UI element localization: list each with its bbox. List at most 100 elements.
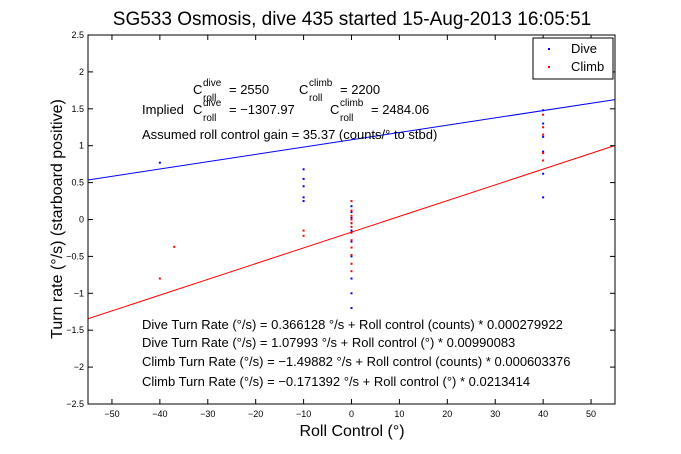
implied-label: Implied <box>142 102 184 117</box>
implied-dive-sub: roll <box>203 113 216 124</box>
x-tick-label-7: 20 <box>442 409 452 419</box>
dive-point-11 <box>350 240 353 243</box>
y-tick-label-10: −2.5 <box>66 399 84 409</box>
climb-point-4 <box>350 200 353 203</box>
dive-point-10 <box>350 229 353 232</box>
annotation-c-roll-dive: C dive roll = 2550 <box>193 78 269 104</box>
dive-point-6 <box>350 205 353 208</box>
annotation-c-roll-climb: C climb roll = 2200 <box>299 78 380 104</box>
dive-point-1 <box>302 168 305 171</box>
climb-point-1 <box>173 245 176 248</box>
y-tick-label-1: 2 <box>79 67 84 77</box>
x-axis-label: Roll Control (°) <box>299 423 404 440</box>
dive-point-17 <box>542 122 545 125</box>
equation-dive-counts: Dive Turn Rate (°/s) = 0.366128 °/s + Ro… <box>142 317 563 332</box>
dive-fit-line <box>87 99 616 181</box>
climb-point-10 <box>350 231 353 234</box>
x-tick-label-10: 50 <box>586 409 596 419</box>
y-tick-label-5: 0 <box>79 215 84 225</box>
plot-frame <box>87 34 616 405</box>
legend-marker-climb <box>548 66 550 68</box>
implied-climb-base: C <box>330 102 339 117</box>
x-tick-label-8: 30 <box>490 409 500 419</box>
dive-point-5 <box>302 200 305 203</box>
dive-point-8 <box>350 217 353 220</box>
climb-point-15 <box>350 270 353 273</box>
climb-point-5 <box>350 209 353 212</box>
y-tick-label-7: −1 <box>74 288 84 298</box>
implied-climb-sub: roll <box>340 113 353 124</box>
c-roll-dive-base: C <box>193 82 202 97</box>
c-roll-dive-sup: dive <box>203 78 222 89</box>
legend-label-climb: Climb <box>571 59 604 74</box>
climb-point-2 <box>302 229 305 232</box>
chart-title: SG533 Osmosis, dive 435 started 15-Aug-2… <box>113 9 591 30</box>
climb-point-11 <box>350 239 353 242</box>
y-tick-label-8: −1.5 <box>66 325 84 335</box>
x-tick-label-0: −50 <box>104 409 119 419</box>
implied-climb-value: = 2484.06 <box>371 102 429 117</box>
y-tick-label-9: −2 <box>74 362 84 372</box>
axis-ticks: −50 −40 −30 −20 −10 0 10 20 30 40 50 2.5 2 1.5 1 0.5 0 −0… <box>66 30 615 419</box>
dive-point-4 <box>302 196 305 199</box>
climb-point-6 <box>350 214 353 217</box>
dive-point-2 <box>302 177 305 180</box>
x-tick-label-6: 10 <box>394 409 404 419</box>
dive-point-20 <box>542 172 545 175</box>
y-tick-label-0: 2.5 <box>71 30 84 40</box>
c-roll-climb-base: C <box>299 82 308 97</box>
climb-point-0 <box>158 277 161 280</box>
climb-point-20 <box>542 159 545 162</box>
equation-climb-counts: Climb Turn Rate (°/s) = −1.49882 °/s + R… <box>142 354 570 369</box>
y-tick-label-2: 1.5 <box>71 104 84 114</box>
y-tick-label-6: −0.5 <box>66 251 84 261</box>
c-roll-dive-value: = 2550 <box>229 82 269 97</box>
climb-point-12 <box>350 246 353 249</box>
x-tick-label-2: −30 <box>200 409 215 419</box>
x-tick-label-1: −40 <box>152 409 167 419</box>
dive-point-19 <box>542 150 545 153</box>
climb-point-19 <box>542 152 545 155</box>
dive-point-0 <box>158 161 161 164</box>
dive-point-3 <box>302 185 305 188</box>
x-tick-label-9: 40 <box>538 409 548 419</box>
climb-point-14 <box>350 262 353 265</box>
x-tick-label-5: 0 <box>349 409 354 419</box>
plot-marks <box>87 99 616 320</box>
c-roll-climb-value: = 2200 <box>340 82 380 97</box>
equation-dive-degrees: Dive Turn Rate (°/s) = 1.07993 °/s + Rol… <box>142 335 515 350</box>
dive-point-16 <box>542 109 545 112</box>
climb-point-7 <box>350 218 353 221</box>
assumed-gain-text: Assumed roll control gain = 35.37 (count… <box>142 127 437 142</box>
climb-point-9 <box>350 225 353 228</box>
y-tick-label-4: 0.5 <box>71 178 84 188</box>
dive-point-7 <box>350 211 353 214</box>
climb-point-17 <box>542 126 545 129</box>
dive-point-21 <box>542 196 545 199</box>
climb-point-13 <box>350 253 353 256</box>
implied-dive-base: C <box>193 102 202 117</box>
legend: Dive Climb <box>532 37 614 80</box>
climb-point-3 <box>302 234 305 237</box>
y-tick-label-3: 1 <box>79 141 84 151</box>
x-tick-label-4: −10 <box>296 409 311 419</box>
legend-box <box>532 37 614 80</box>
dive-point-12 <box>350 255 353 258</box>
equation-climb-degrees: Climb Turn Rate (°/s) = −0.171392 °/s + … <box>142 374 530 389</box>
climb-point-8 <box>350 222 353 225</box>
implied-climb-sup: climb <box>340 98 364 109</box>
implied-dive-sup: dive <box>203 98 222 109</box>
c-roll-climb-sub: roll <box>309 93 322 104</box>
y-axis-label: Turn rate (°/s) (starboard positive) <box>49 99 66 339</box>
climb-point-18 <box>542 133 545 136</box>
climb-point-16 <box>542 113 545 116</box>
implied-dive-value: = −1307.97 <box>229 102 295 117</box>
dive-point-13 <box>350 277 353 280</box>
x-tick-label-3: −20 <box>248 409 263 419</box>
dive-point-18 <box>542 135 545 138</box>
dive-point-14 <box>350 292 353 295</box>
legend-marker-dive <box>548 48 550 50</box>
legend-label-dive: Dive <box>571 41 597 56</box>
c-roll-dive-sub: roll <box>203 93 216 104</box>
